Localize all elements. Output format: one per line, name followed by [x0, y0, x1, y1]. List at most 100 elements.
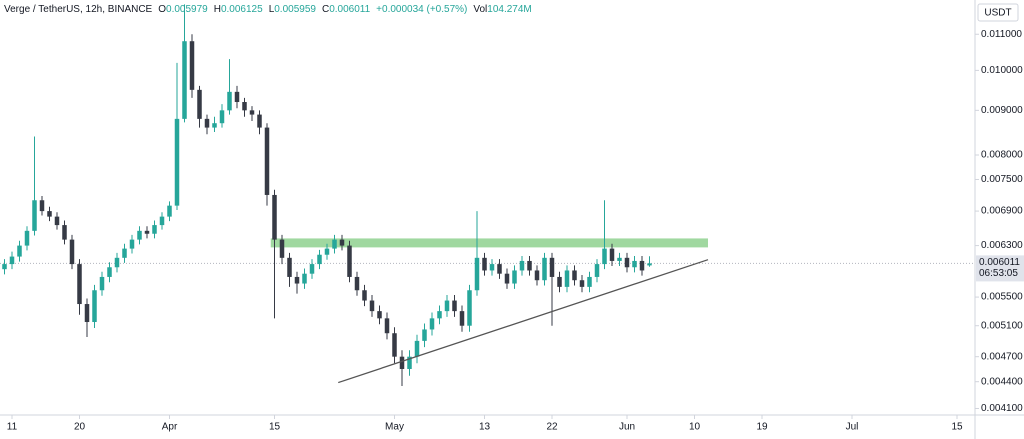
candle-body — [347, 245, 352, 277]
candle-body — [159, 216, 165, 226]
candle-body — [2, 264, 7, 270]
ohlc-key: O — [158, 4, 167, 15]
y-tick-label: 0.010000 — [981, 65, 1023, 76]
candle-body — [182, 41, 187, 119]
y-tick-label: 0.007500 — [981, 174, 1023, 185]
candle-body — [332, 239, 337, 249]
y-tick-label: 0.008000 — [981, 150, 1023, 161]
candle-body — [602, 248, 607, 265]
candle-body — [189, 41, 195, 90]
candle-body — [167, 205, 172, 217]
x-tick-label: 13 — [479, 422, 491, 433]
x-tick-label: Jun — [619, 422, 635, 433]
candle-body — [429, 318, 435, 330]
ohlc-key: H — [213, 4, 221, 15]
symbol-name: Verge / TetherUS, 12h, BINANCE — [4, 4, 153, 15]
currency-label[interactable]: USDT — [984, 8, 1011, 19]
candle-body — [174, 118, 180, 206]
candle-body — [77, 264, 82, 305]
ohlc-value: 0.006011 — [329, 4, 371, 15]
x-tick-label: 15 — [951, 422, 963, 433]
trendline — [338, 259, 709, 384]
ohlc-key: L — [268, 4, 275, 15]
candle-body — [564, 270, 570, 287]
candle-body — [362, 290, 367, 301]
candle-body — [444, 300, 450, 312]
currency-button[interactable] — [977, 3, 1019, 22]
candle-body — [287, 257, 292, 277]
x-tick-label: 19 — [756, 422, 768, 433]
candle-body — [92, 290, 97, 323]
candle-body — [452, 300, 457, 312]
candle-body — [399, 356, 405, 369]
candle-body — [204, 118, 210, 128]
candle-body — [129, 239, 135, 249]
x-tick-label: 22 — [546, 422, 558, 433]
candle-body — [639, 260, 645, 271]
volume-value: 104.274M — [487, 4, 532, 15]
candle-body — [242, 102, 247, 111]
candle-body — [69, 239, 75, 265]
candle-body — [294, 276, 300, 284]
candle-body — [407, 356, 412, 369]
candle-body — [467, 290, 472, 326]
x-tick-label: 20 — [74, 422, 86, 433]
candle-body — [632, 260, 637, 268]
last-price-label: 0.006011 — [979, 257, 1020, 268]
candle-body — [519, 260, 525, 271]
y-tick-label: 0.005100 — [981, 320, 1023, 331]
candle-body — [369, 300, 375, 312]
candle-body — [317, 254, 322, 265]
candle-body — [9, 256, 15, 265]
candle-body — [62, 225, 67, 240]
candle-body — [459, 311, 465, 326]
candle-body — [257, 114, 262, 128]
candle-body — [339, 239, 345, 246]
candle-body — [227, 91, 232, 111]
candle-body — [17, 245, 22, 257]
candle-body — [377, 311, 382, 319]
candle-body — [107, 267, 112, 277]
volume-key: Vol — [473, 4, 488, 15]
candle-body — [272, 194, 277, 240]
candle-body — [114, 257, 120, 268]
y-tick-label: 0.006300 — [981, 240, 1023, 251]
candle-body — [414, 340, 420, 357]
candle-body — [392, 333, 397, 357]
candle-body — [137, 230, 142, 240]
x-tick-label: 10 — [689, 422, 701, 433]
candle-body — [99, 276, 105, 291]
y-tick-label: 0.006900 — [981, 206, 1023, 217]
symbol-legend: Verge / TetherUS, 12h, BINANCE O0.005979 H… — [4, 4, 532, 15]
candle-body — [39, 200, 45, 212]
candle-body — [249, 110, 255, 115]
ohlc-key: C — [321, 4, 330, 15]
x-tick-label: Apr — [162, 422, 178, 433]
y-tick-label: 0.004400 — [981, 376, 1023, 387]
candle-body — [534, 270, 540, 281]
candle-body — [324, 248, 330, 255]
last-price-box — [976, 255, 1024, 282]
candle-body — [309, 264, 315, 274]
candle-body — [489, 264, 495, 271]
candle-body — [609, 248, 615, 261]
candle-body — [144, 230, 150, 234]
candle-body — [647, 263, 652, 266]
candle-body — [47, 211, 52, 217]
x-tick-label: Jul — [846, 422, 859, 433]
countdown-label: 06:53:05 — [979, 268, 1018, 279]
candle-body — [482, 257, 487, 271]
candle-body — [279, 239, 285, 258]
candle-body — [152, 225, 157, 234]
candle-body — [617, 257, 622, 261]
candle-body — [422, 329, 427, 341]
candle-body — [32, 200, 37, 231]
change-value: +0.000034 (+0.57%) — [376, 4, 468, 15]
candle-body — [54, 216, 60, 226]
candle-body — [557, 276, 562, 287]
candle-body — [212, 123, 217, 128]
candle-body — [84, 304, 90, 323]
candle-body — [24, 230, 30, 246]
y-tick-label: 0.009000 — [981, 105, 1023, 116]
